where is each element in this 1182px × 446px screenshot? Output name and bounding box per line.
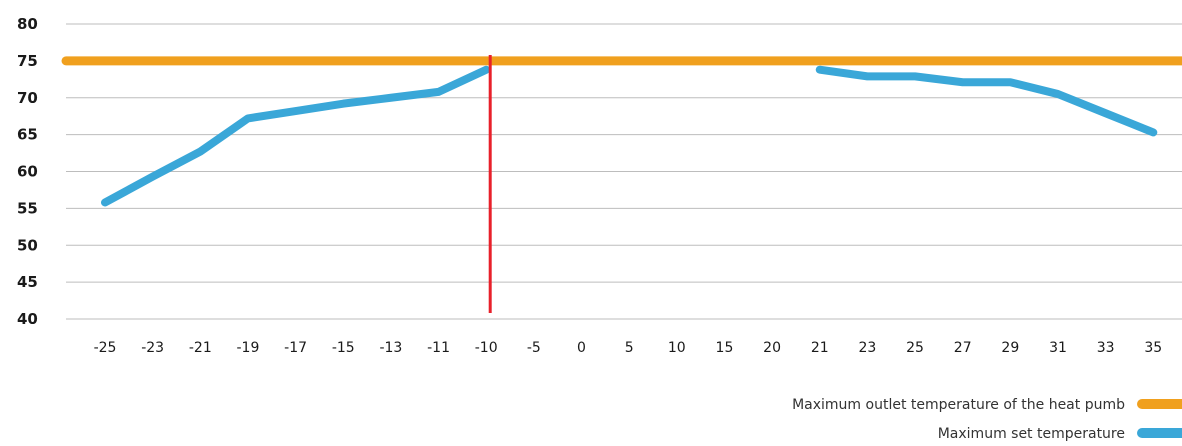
x-tick-label: 5 bbox=[625, 340, 634, 356]
y-tick-label: 80 bbox=[17, 15, 38, 33]
x-tick-label: 23 bbox=[858, 340, 876, 356]
x-tick-label: 0 bbox=[577, 340, 586, 356]
y-tick-label: 50 bbox=[17, 236, 38, 254]
gridlines bbox=[66, 23, 1182, 320]
y-tick-label: 55 bbox=[17, 199, 38, 217]
x-tick-label: 31 bbox=[1049, 340, 1067, 356]
x-tick-label: 29 bbox=[1001, 340, 1019, 356]
x-tick-label: 33 bbox=[1097, 340, 1115, 356]
y-tick-label: 70 bbox=[17, 89, 38, 107]
x-tick-label: 15 bbox=[716, 340, 734, 356]
y-tick-label: 45 bbox=[17, 273, 38, 291]
x-tick-label: -17 bbox=[284, 340, 307, 356]
x-tick-label: 20 bbox=[763, 340, 781, 356]
x-tick-label: -21 bbox=[189, 340, 212, 356]
x-tick-label: 25 bbox=[906, 340, 924, 356]
y-tick-label: 40 bbox=[17, 310, 38, 328]
x-tick-label: 10 bbox=[668, 340, 686, 356]
x-tick-label: -25 bbox=[94, 340, 117, 356]
legend: Maximum outlet temperature of the heat p… bbox=[792, 397, 1182, 442]
x-tick-label: -23 bbox=[141, 340, 164, 356]
x-tick-label: -19 bbox=[237, 340, 260, 356]
x-tick-label: 35 bbox=[1144, 340, 1162, 356]
set-temperature-line-segment-1 bbox=[101, 65, 491, 207]
x-tick-label: -11 bbox=[427, 340, 450, 356]
series-lines bbox=[61, 55, 1182, 313]
set-temperature-line-segment-2 bbox=[815, 65, 1158, 137]
x-tick-label: -5 bbox=[527, 340, 541, 356]
y-tick-label: 75 bbox=[17, 52, 38, 70]
x-tick-label: 27 bbox=[954, 340, 972, 356]
x-tick-label: -10 bbox=[475, 340, 498, 356]
x-tick-label: -13 bbox=[379, 340, 402, 356]
y-axis-ticks: 80 75 70 65 60 55 50 45 40 bbox=[17, 15, 38, 328]
legend-outlet-temperature-label: Maximum outlet temperature of the heat p… bbox=[792, 397, 1125, 413]
y-tick-label: 65 bbox=[17, 126, 38, 144]
x-axis-ticks: -25 -23 -21 -19 -17 -15 -13 -11 -10 -5 0 5 10 15 20 21 2… bbox=[94, 340, 1163, 356]
y-tick-label: 60 bbox=[17, 163, 38, 181]
x-tick-label: 21 bbox=[811, 340, 829, 356]
x-tick-label: -15 bbox=[332, 340, 355, 356]
legend-set-temperature-label: Maximum set temperature bbox=[938, 426, 1125, 442]
